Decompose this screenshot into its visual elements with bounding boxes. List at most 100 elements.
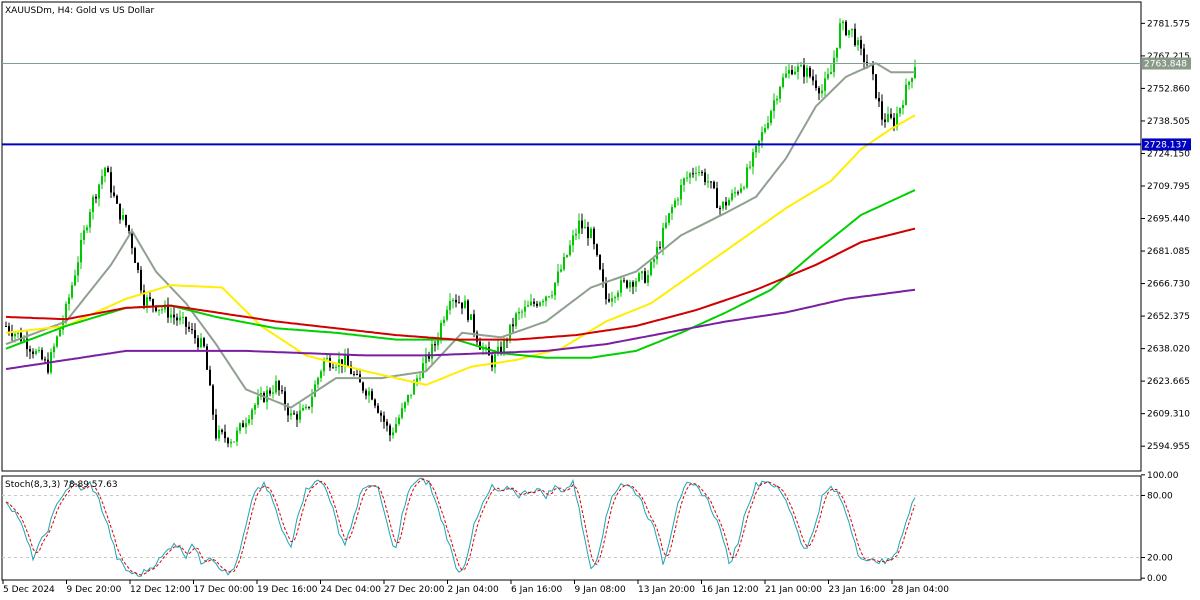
candle-body [440,322,442,339]
candle-body [326,358,328,360]
candle-body [464,300,466,309]
candle-body [152,299,154,306]
candle-body [773,100,775,112]
candle-body [167,304,169,318]
candle-body [857,40,859,46]
candle-body [392,432,394,436]
candle-body [521,311,523,313]
candle-body [725,201,727,206]
candle-body [674,200,676,208]
candle-body [128,225,130,231]
candle-body [896,113,898,127]
candle-body [203,338,205,347]
candle-body [752,152,754,167]
candle-body [803,65,805,77]
stochastic-pane [1,475,1142,581]
candle-body [245,423,247,428]
candle-body [581,220,583,229]
candle-body [344,355,346,367]
candle-body [788,69,790,74]
stochastic-title: Stoch(8,3,3) 78.89 57.63 [5,480,118,490]
candle-body [365,390,367,396]
candle-body [53,346,55,353]
candle-body [479,341,481,350]
candle-body [707,181,709,183]
candle-body [227,438,229,444]
candle-body [665,222,667,228]
candle-body [278,380,280,391]
candle-body [380,412,382,416]
candle-body [32,351,34,355]
candle-body [425,354,427,364]
candle-body [641,271,643,274]
candle-body [314,384,316,397]
price-tick-label: 2695.440 [1147,215,1190,225]
candle-body [851,28,853,31]
candle-body [749,166,751,168]
candle-body [695,172,697,174]
candle-body [14,334,16,337]
candle-body [209,369,211,386]
time-tick-label: 9 Dec 20:00 [67,585,122,595]
candle-body [791,69,793,75]
candle-body [524,306,526,312]
candle-body [875,74,877,99]
candle-body [407,395,409,403]
price-tick-label: 2609.310 [1147,410,1190,420]
candle-body [617,292,619,298]
candle-body [20,332,22,341]
candle-body [101,176,103,185]
candle-body [608,299,610,302]
candle-body [131,230,133,249]
candle-body [785,73,787,78]
price-tick-label: 2652.375 [1147,312,1190,322]
candle-body [530,301,532,306]
candle-body [446,309,448,320]
candle-body [218,429,220,439]
chart-title: XAUUSDm, H4: Gold vs US Dollar [5,6,155,16]
candle-body [782,77,784,87]
candle-body [149,297,151,300]
price-tick-label: 2767.215 [1147,52,1190,62]
candle-body [737,192,739,194]
candle-body [593,228,595,245]
candle-body [572,235,574,246]
candle-body [872,62,874,75]
candle-body [569,245,571,256]
moving-average-line [5,62,915,409]
candle-body [110,172,112,193]
candle-body [23,338,25,341]
time-tick-label: 12 Dec 12:00 [130,585,191,595]
candle-body [632,282,634,287]
candle-body [563,256,565,270]
candle-body [635,281,637,287]
candle-body [494,354,496,368]
candle-body [242,423,244,428]
candle-body [86,227,88,231]
moving-average-line [5,114,916,386]
price-tick-label: 2638.020 [1147,345,1190,355]
candle-body [272,392,274,394]
time-tick-label: 6 Jan 16:00 [511,585,563,595]
candle-body [317,377,319,385]
candle-body [302,408,304,411]
candle-body [428,354,430,359]
candle-body [47,359,49,373]
candle-body [143,290,145,306]
candle-body [536,303,538,306]
candle-body [269,390,271,394]
candle-body [98,184,100,199]
candle-body [614,297,616,299]
price-tick-label: 2738.505 [1147,117,1190,127]
candle-body [338,359,340,367]
candle-body [488,347,490,356]
candle-body [863,48,865,63]
candle-body [83,230,85,241]
candle-body [146,297,148,306]
candle-body [692,173,694,175]
candle-body [677,199,679,201]
candle-body [587,226,589,239]
candle-body [761,132,763,141]
support-price-box [1142,138,1191,151]
